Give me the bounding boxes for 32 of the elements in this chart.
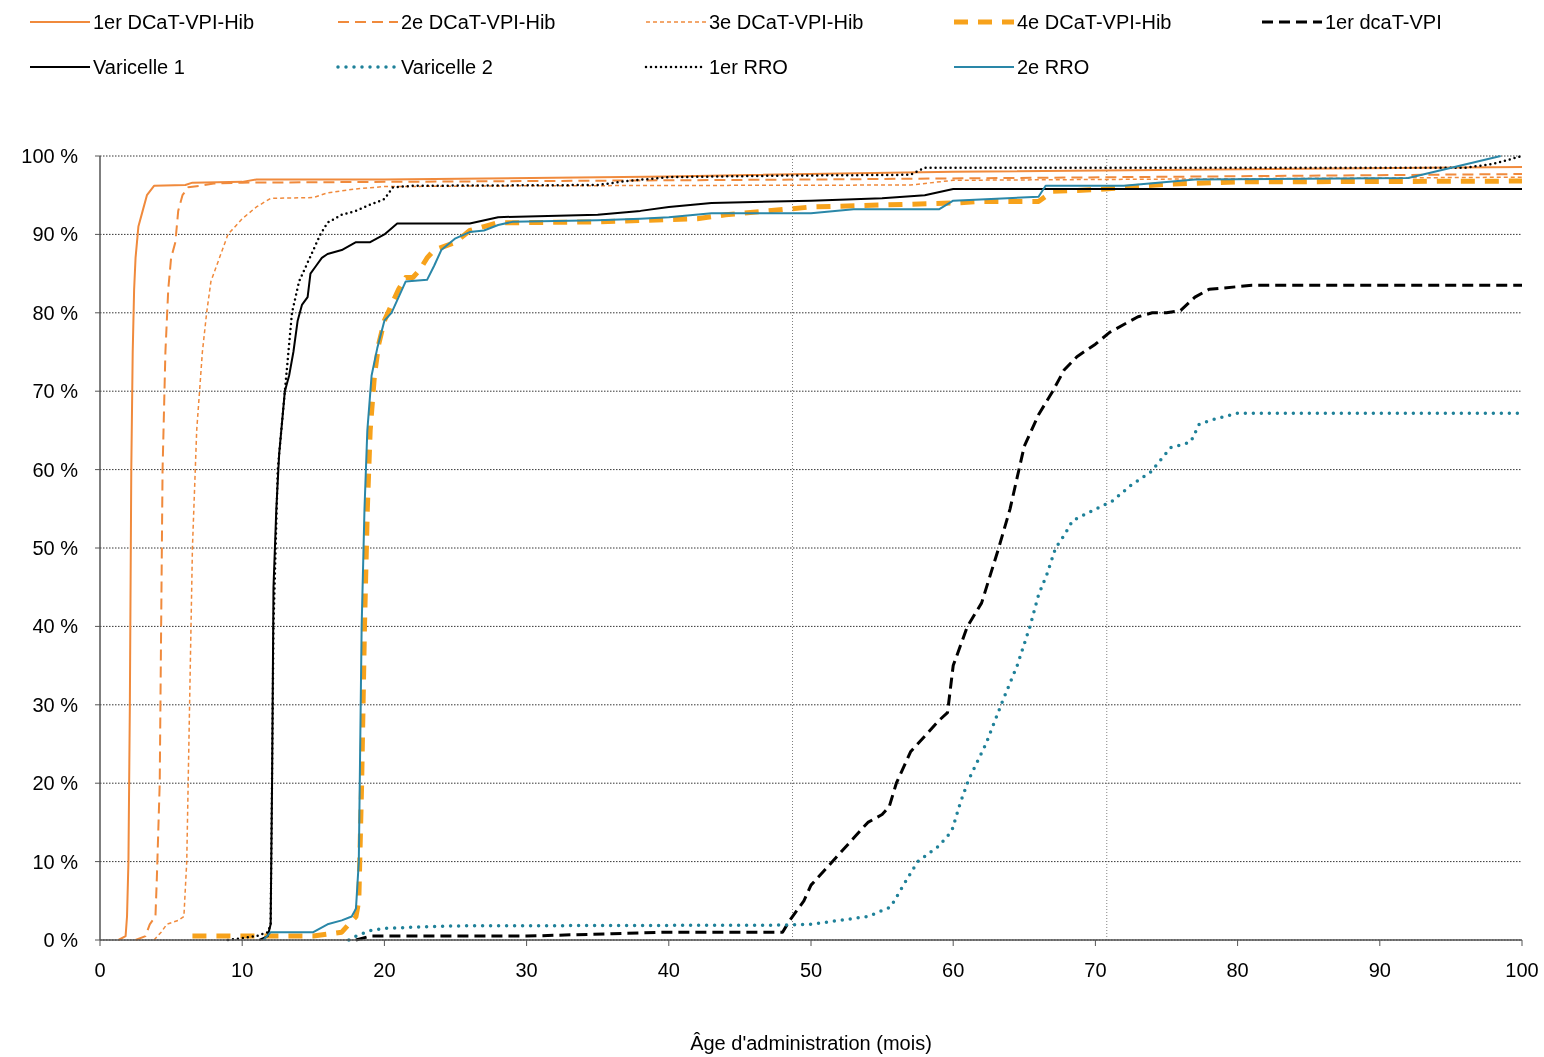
y-tick-label: 50 % <box>32 537 79 559</box>
legend-label: 4e DCaT-VPI-Hib <box>1017 11 1172 33</box>
y-tick-label: 10 % <box>32 850 79 873</box>
legend-label: 1er DCaT-VPI-Hib <box>93 11 255 33</box>
x-tick-label: 50 <box>799 959 823 981</box>
y-tick-label: 60 % <box>32 458 79 481</box>
y-tick-label: 40 % <box>32 615 79 638</box>
x-tick-label: 80 <box>1226 959 1249 981</box>
x-tick-label: 10 <box>231 959 254 981</box>
x-tick-label: 20 <box>373 959 396 981</box>
x-tick-label: 40 <box>657 959 680 981</box>
x-tick-label: 90 <box>1368 959 1391 981</box>
legend-label: 3e DCaT-VPI-Hib <box>709 11 864 33</box>
y-tick-label: 70 % <box>32 380 79 403</box>
legend-label: Varicelle 2 <box>401 56 493 78</box>
x-tick-label: 30 <box>515 959 538 981</box>
x-tick-label: 70 <box>1084 959 1107 981</box>
legend-label: 2e DCaT-VPI-Hib <box>401 11 556 33</box>
y-tick-label: 100 % <box>21 145 79 167</box>
y-tick-label: 90 % <box>32 223 79 246</box>
x-tick-label: 60 <box>942 959 965 981</box>
x-tick-label: 0 <box>94 959 106 981</box>
legend-label: 1er dcaT-VPI <box>1325 11 1442 33</box>
y-tick-label: 20 % <box>32 772 79 795</box>
x-tick-label: 100 <box>1505 959 1539 981</box>
x-axis-title: Âge d'administration (mois) <box>690 1032 932 1054</box>
y-tick-label: 30 % <box>32 693 79 716</box>
y-tick-label: 0 % <box>43 929 79 951</box>
legend-label: 2e RRO <box>1017 56 1090 78</box>
legend-label: Varicelle 1 <box>93 56 185 78</box>
legend-label: 1er RRO <box>709 56 788 78</box>
y-tick-label: 80 % <box>32 301 79 324</box>
